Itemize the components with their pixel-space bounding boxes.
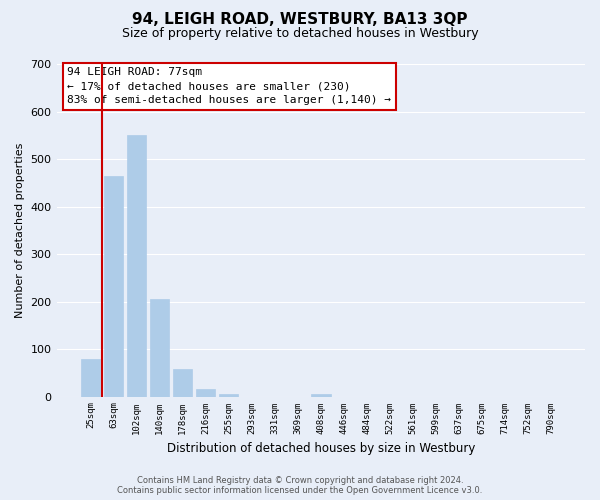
Bar [219,394,238,396]
Bar [311,394,331,396]
Text: Size of property relative to detached houses in Westbury: Size of property relative to detached ho… [122,28,478,40]
Bar [104,176,123,396]
Text: 94 LEIGH ROAD: 77sqm
← 17% of detached houses are smaller (230)
83% of semi-deta: 94 LEIGH ROAD: 77sqm ← 17% of detached h… [67,68,391,106]
Text: 94, LEIGH ROAD, WESTBURY, BA13 3QP: 94, LEIGH ROAD, WESTBURY, BA13 3QP [132,12,468,28]
Bar [80,358,100,397]
Bar [173,370,193,396]
Bar [196,390,215,396]
Y-axis label: Number of detached properties: Number of detached properties [15,142,25,318]
X-axis label: Distribution of detached houses by size in Westbury: Distribution of detached houses by size … [167,442,475,455]
Bar [149,299,169,396]
Text: Contains HM Land Registry data © Crown copyright and database right 2024.
Contai: Contains HM Land Registry data © Crown c… [118,476,482,495]
Bar [127,136,146,396]
